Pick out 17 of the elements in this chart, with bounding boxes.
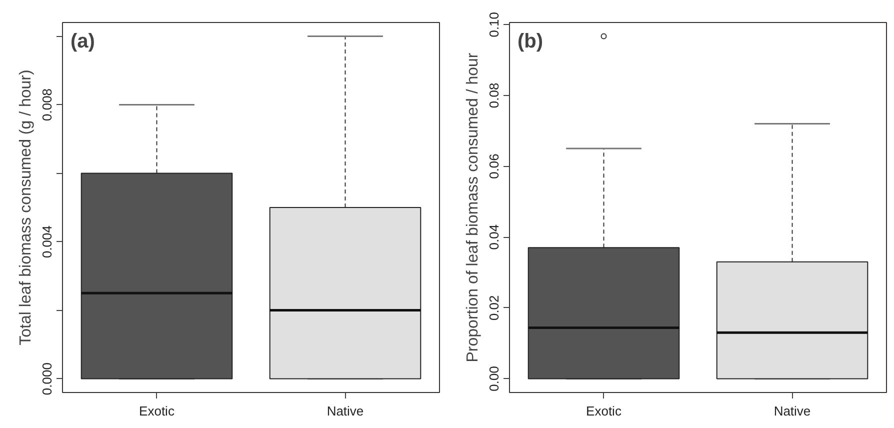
x-tick-label: Native (774, 404, 811, 418)
y-tick-label: 0.00 (486, 366, 502, 392)
y-tick-label: 0.04 (486, 224, 502, 250)
y-tick-label: 0.000 (40, 362, 54, 396)
x-tick-label: Native (326, 404, 364, 418)
y-tick-label: 0.02 (486, 295, 502, 321)
y-tick-label: 0.004 (40, 225, 54, 258)
x-tick-label: Exotic (139, 404, 175, 418)
y-tick-label: 0.08 (486, 82, 502, 108)
y-tick-label: 0.10 (486, 12, 502, 38)
y-tick-label: 0.008 (40, 88, 54, 121)
y-tick-label: 0.06 (486, 154, 502, 179)
y-axis-title: Total leaf biomass consumed (g / hour) (18, 70, 34, 346)
chart-title: (b) (518, 30, 544, 52)
chart-title: (a) (70, 30, 95, 52)
y-axis-title: Proportion of leaf biomass consumed / hour (464, 52, 482, 362)
x-tick-label: Exotic (586, 404, 622, 418)
